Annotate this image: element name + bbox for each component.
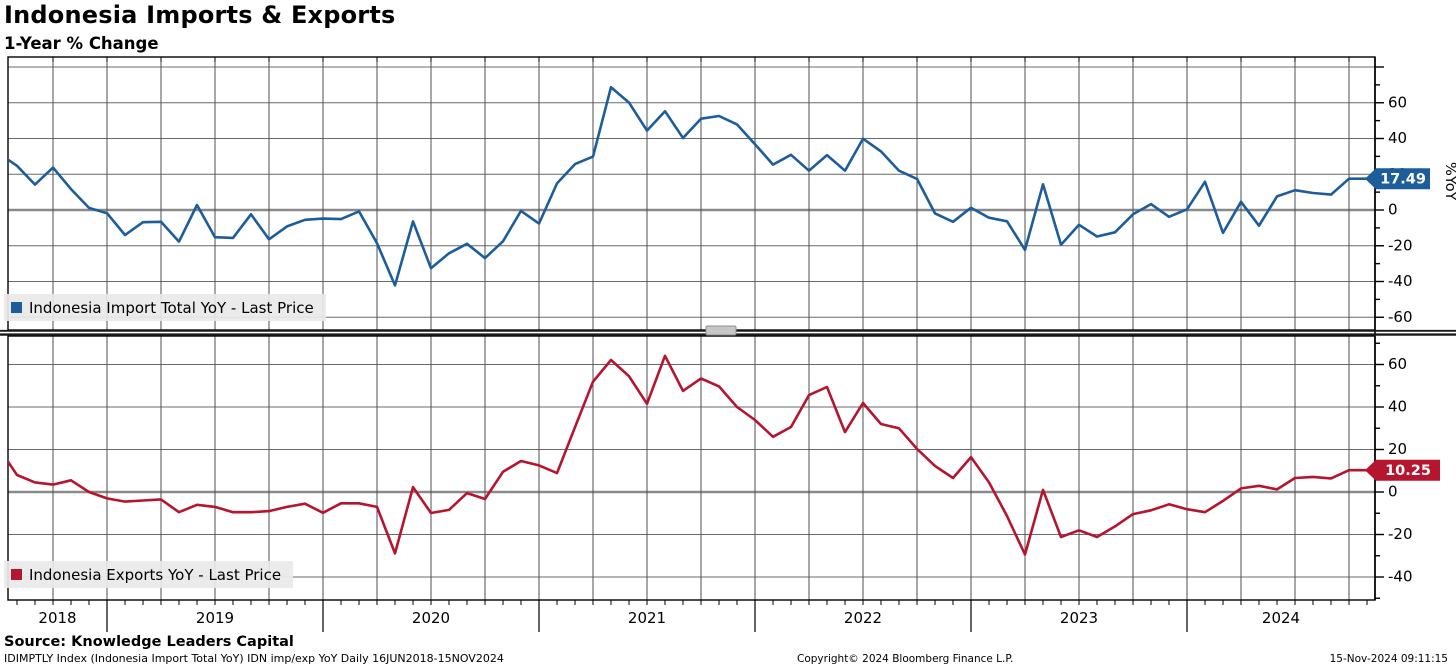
svg-text:10.25: 10.25	[1385, 463, 1431, 479]
page-title: Indonesia Imports & Exports	[4, 1, 396, 29]
y-tick-label: 40	[1388, 398, 1407, 416]
import-series-swatch-icon	[11, 302, 22, 313]
exports-last-price-badge: 10.25	[1365, 459, 1440, 481]
y-tick-label: -20	[1388, 525, 1413, 543]
y-axis-title: %YoY	[1442, 162, 1456, 201]
footer-datetime: 15-Nov-2024 09:11:15	[1329, 653, 1448, 665]
y-tick-label: -60	[1388, 308, 1413, 326]
legend-exports-label: Indonesia Exports YoY - Last Price	[29, 565, 282, 584]
svg-text:17.49: 17.49	[1380, 172, 1426, 188]
imports-last-price-badge: 17.49	[1365, 168, 1430, 190]
y-tick-label: -40	[1388, 272, 1413, 290]
imports-series-line	[8, 85, 1375, 287]
footer-copyright: Copyright© 2024 Bloomberg Finance L.P.	[797, 653, 1014, 665]
y-tick-label: 0	[1388, 201, 1398, 219]
y-tick-label: -40	[1388, 568, 1413, 586]
y-tick-label: 60	[1388, 93, 1407, 111]
y-tick-label: 40	[1388, 129, 1407, 147]
legend-imports[interactable]: Indonesia Import Total YoY - Last Price	[4, 294, 326, 321]
panel-frame	[7, 56, 1376, 331]
legend-imports-label: Indonesia Import Total YoY - Last Price	[29, 298, 314, 317]
exports-series-line	[8, 354, 1375, 556]
legend-exports[interactable]: Indonesia Exports YoY - Last Price	[4, 561, 294, 588]
y-tick-label: 60	[1388, 355, 1407, 373]
footer-security-info: IDIMPTLY Index (Indonesia Import Total Y…	[4, 652, 504, 665]
x-year-label: 2020	[412, 609, 450, 627]
x-year-label: 2024	[1262, 609, 1300, 627]
x-year-label: 2023	[1060, 609, 1098, 627]
y-tick-label: 0	[1388, 483, 1398, 501]
x-year-label: 2019	[196, 609, 234, 627]
x-year-label: 2021	[628, 609, 666, 627]
y-tick-label: -20	[1388, 236, 1413, 254]
exports-panel[interactable]: -40 -20 0 20 40 60	[0, 335, 1413, 601]
x-year-label: 2018	[38, 609, 76, 627]
y-tick-label: 20	[1388, 440, 1407, 458]
footer-source: Source: Knowledge Leaders Capital	[4, 634, 294, 650]
page-subtitle: 1-Year % Change	[4, 34, 159, 53]
panel-splitter-handle[interactable]	[705, 325, 737, 336]
x-year-label: 2022	[844, 609, 882, 627]
export-series-swatch-icon	[11, 569, 22, 580]
